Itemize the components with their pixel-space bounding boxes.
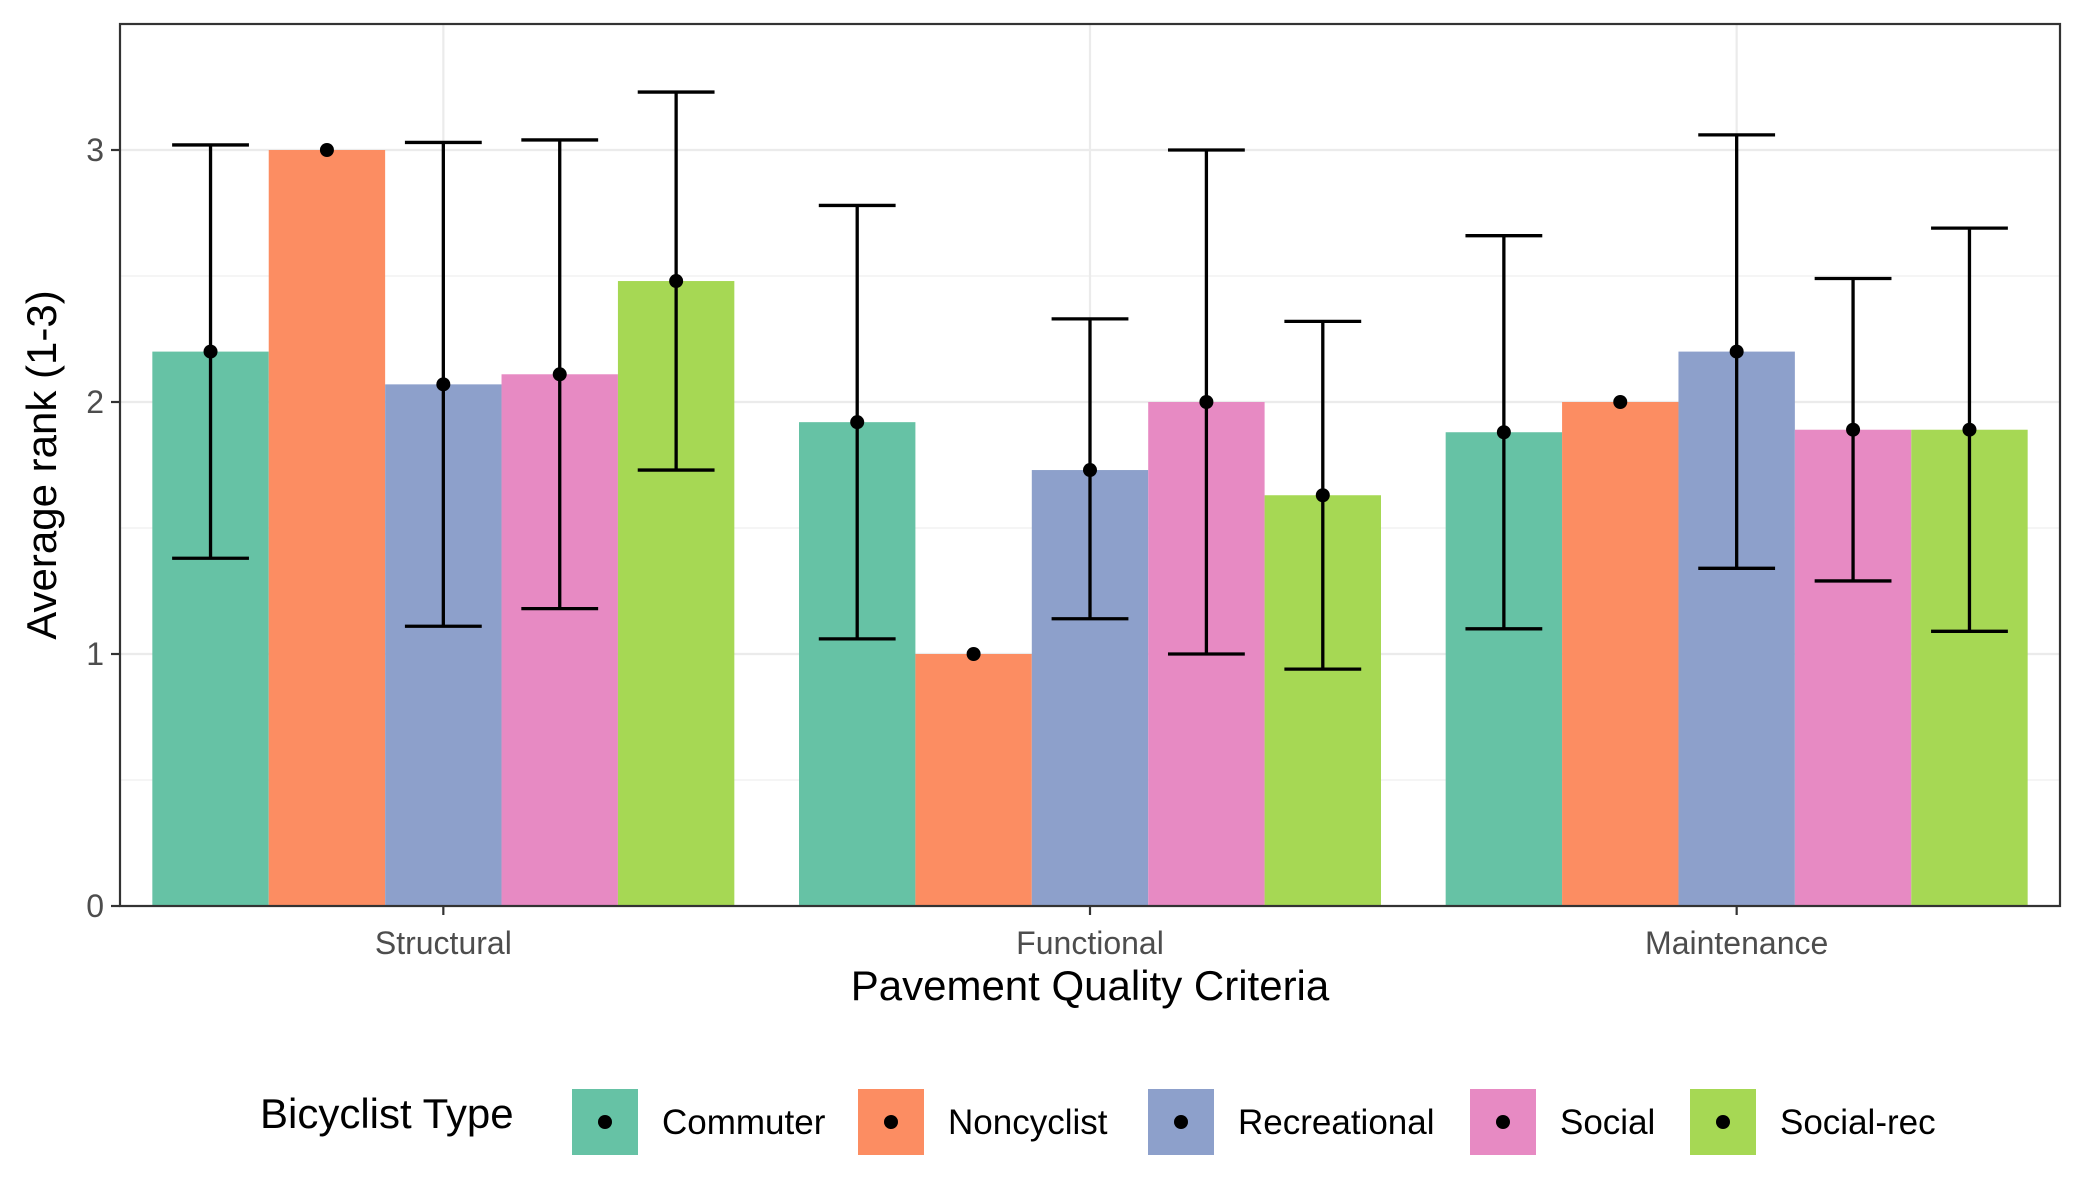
error-bars	[172, 90, 2008, 671]
bar-noncyclist-structural	[268, 150, 386, 906]
legend-title: Bicyclist Type	[260, 1090, 514, 1137]
y-tick-label: 2	[86, 384, 104, 420]
mean-point	[1962, 422, 1977, 437]
y-tick-label: 3	[86, 132, 104, 168]
axes: 0 1 2 3 Structural Functional Maintenance	[86, 132, 1828, 961]
legend-key-point	[1496, 1115, 1510, 1129]
mean-point	[1315, 488, 1330, 503]
mean-point	[203, 344, 218, 359]
legend-key-point	[1174, 1115, 1188, 1129]
y-tick-label: 0	[86, 888, 104, 924]
legend-label: Recreational	[1238, 1103, 1435, 1142]
mean-point	[1613, 395, 1628, 409]
mean-point	[850, 415, 865, 430]
legend-label: Social	[1560, 1103, 1655, 1142]
mean-point	[319, 143, 334, 157]
x-tick-label: Maintenance	[1645, 925, 1828, 961]
mean-point	[436, 377, 451, 392]
legend-key-point	[598, 1115, 612, 1129]
bar-noncyclist-maintenance	[1562, 402, 1679, 906]
mean-point	[1846, 422, 1861, 437]
mean-point	[1199, 395, 1214, 409]
legend: Bicyclist Type Commuter Noncyclist Recreat…	[260, 1089, 1936, 1155]
y-tick-label: 1	[86, 636, 104, 672]
mean-point	[1729, 344, 1744, 359]
mean-point	[1496, 425, 1511, 440]
legend-key-point	[884, 1115, 898, 1129]
bar-noncyclist-functional	[915, 654, 1032, 906]
mean-point	[966, 647, 981, 661]
legend-key-point	[1716, 1115, 1730, 1129]
x-tick-label: Functional	[1016, 925, 1164, 961]
x-axis-title: Pavement Quality Criteria	[851, 962, 1330, 1009]
bars	[152, 150, 2028, 907]
legend-label: Noncyclist	[948, 1103, 1108, 1142]
mean-point	[1083, 463, 1097, 478]
x-tick-label: Structural	[375, 925, 512, 961]
y-axis-title: Average rank (1-3)	[18, 290, 65, 639]
mean-point	[552, 367, 567, 382]
legend-label: Commuter	[662, 1103, 826, 1142]
mean-point	[669, 274, 684, 289]
legend-label: Social-rec	[1780, 1103, 1936, 1142]
